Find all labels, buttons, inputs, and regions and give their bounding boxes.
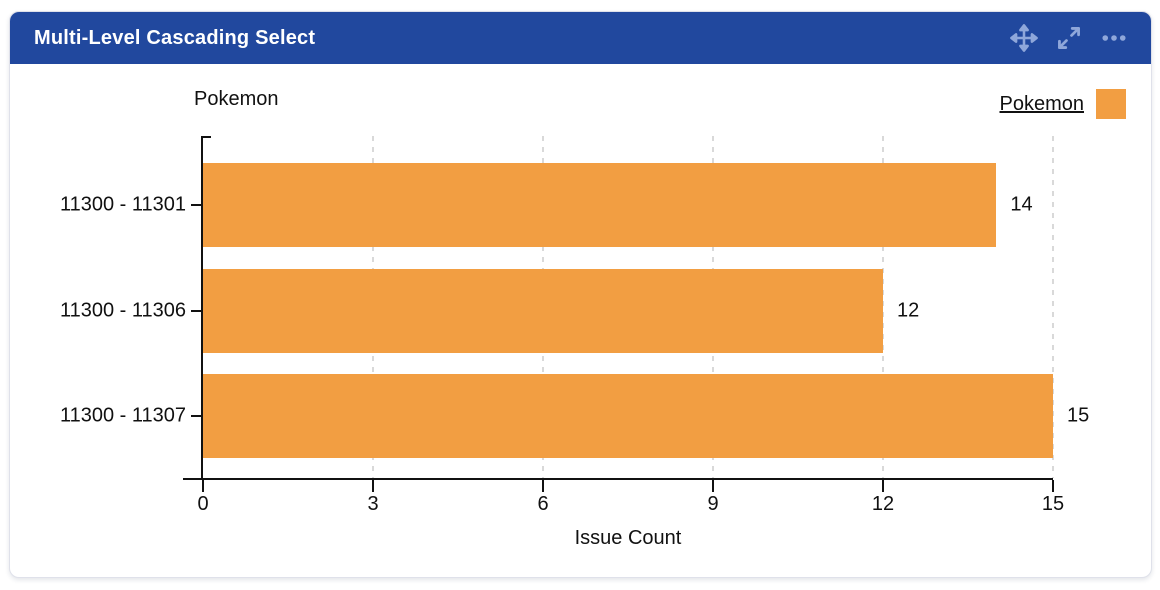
y-axis-category-label: 11300 - 11301 — [59, 193, 186, 216]
chart-body: Pokemon Pokemon 0 3 6 9 12 15 11300 - 11301 14 1… — [10, 64, 1151, 578]
bar-value-label: 14 — [1010, 193, 1033, 216]
legend-label[interactable]: Pokemon — [999, 92, 1085, 115]
expand-icon[interactable] — [1054, 23, 1084, 53]
y-axis-tick — [191, 415, 201, 417]
y-axis-tick — [191, 310, 201, 312]
bar-value-label: 15 — [1067, 404, 1090, 427]
x-axis-tick-label: 15 — [1041, 493, 1065, 515]
gadget-title: Multi-Level Cascading Select — [34, 26, 316, 49]
bar-row: 11300 - 11306 12 — [60, 269, 1053, 353]
more-options-icon[interactable] — [1099, 23, 1129, 53]
legend-swatch — [1096, 89, 1126, 119]
bar[interactable] — [203, 269, 883, 353]
x-axis-tick — [542, 480, 544, 492]
bar-row: 11300 - 11301 14 — [60, 163, 1053, 247]
x-axis-title: Issue Count — [574, 527, 682, 549]
x-axis-tick-label: 6 — [537, 493, 549, 515]
x-axis-tick-label: 3 — [367, 493, 379, 515]
x-axis-tick — [202, 480, 204, 492]
gadget-card: Multi-Level Cascading Select — [9, 11, 1152, 578]
x-axis — [183, 478, 1053, 480]
y-axis-title: Pokemon — [194, 88, 279, 110]
bar[interactable] — [203, 163, 997, 247]
x-axis-tick — [712, 480, 714, 492]
bar[interactable] — [203, 374, 1053, 458]
bar-value-label: 12 — [897, 299, 920, 322]
x-axis-tick-label: 9 — [707, 493, 719, 515]
gridline — [1052, 136, 1054, 478]
y-axis-category-label: 11300 - 11306 — [59, 299, 186, 322]
x-axis-tick — [882, 480, 884, 492]
plot-area: 0 3 6 9 12 15 11300 - 11301 14 11300 - 11306 12 11… — [60, 136, 1089, 515]
y-axis-category-label: 11300 - 11307 — [59, 404, 186, 427]
y-axis — [201, 136, 203, 478]
x-axis-tick — [372, 480, 374, 492]
gadget-header[interactable]: Multi-Level Cascading Select — [10, 12, 1151, 64]
x-axis-tick-label: 12 — [871, 493, 895, 515]
bar-row: 11300 - 11307 15 — [60, 374, 1089, 458]
y-axis-tick — [191, 204, 201, 206]
x-axis-tick — [1052, 480, 1054, 492]
x-axis-tick-label: 0 — [197, 493, 209, 515]
legend[interactable]: Pokemon — [999, 89, 1126, 119]
gridline — [882, 136, 884, 478]
y-axis-top-tick — [201, 136, 211, 138]
gadget-header-controls — [1009, 23, 1129, 53]
move-icon[interactable] — [1009, 23, 1039, 53]
